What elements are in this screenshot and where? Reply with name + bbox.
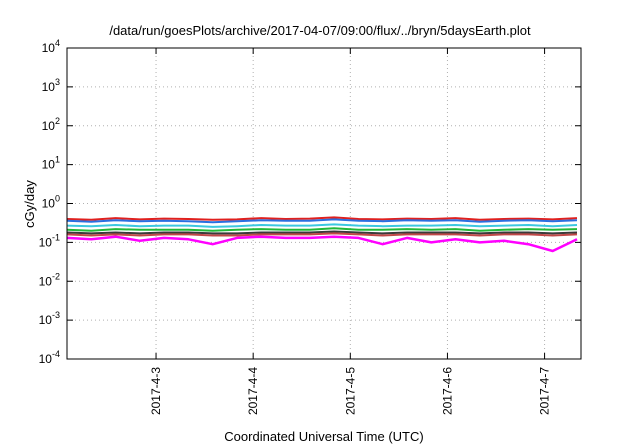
series-line-6: [66, 232, 578, 237]
x-axis: 2017-4-3 2017-4-4 2017-4-5 2017-4-6 2017-4-7: [149, 48, 552, 415]
series-line-3: [66, 223, 578, 228]
x-tick-label: 2017-4-4: [246, 367, 260, 415]
series-line-5: [66, 230, 578, 235]
x-tick-label: 2017-4-7: [538, 367, 552, 415]
y-axis-label: cGy/day: [22, 180, 37, 228]
y-tick-label: 103: [42, 77, 60, 94]
x-tick-label: 2017-4-5: [343, 367, 357, 415]
series-line-2: [66, 218, 578, 224]
y-tick-label: 10-4: [39, 349, 60, 366]
series-line-4: [66, 227, 578, 232]
series-line-1: [66, 216, 578, 221]
x-tick-label: 2017-4-6: [440, 367, 454, 415]
series-line-7: [66, 235, 578, 253]
y-tick-label: 10-2: [39, 271, 60, 288]
x-axis-label: Coordinated Universal Time (UTC): [224, 429, 423, 444]
y-axis: 10-4 10-3 10-2 10-1 100 101 102 103 104: [39, 38, 581, 366]
y-tick-label: 101: [42, 155, 60, 172]
grid: [67, 48, 581, 359]
series-layer: [66, 216, 578, 253]
y-tick-label: 10-3: [39, 310, 60, 327]
y-tick-label: 104: [42, 38, 60, 55]
y-tick-label: 102: [42, 116, 60, 133]
y-tick-label: 100: [42, 194, 60, 211]
x-tick-label: 2017-4-3: [149, 367, 163, 415]
y-tick-label: 10-1: [39, 232, 60, 249]
chart-title: /data/run/goesPlots/archive/2017-04-07/0…: [109, 23, 531, 38]
